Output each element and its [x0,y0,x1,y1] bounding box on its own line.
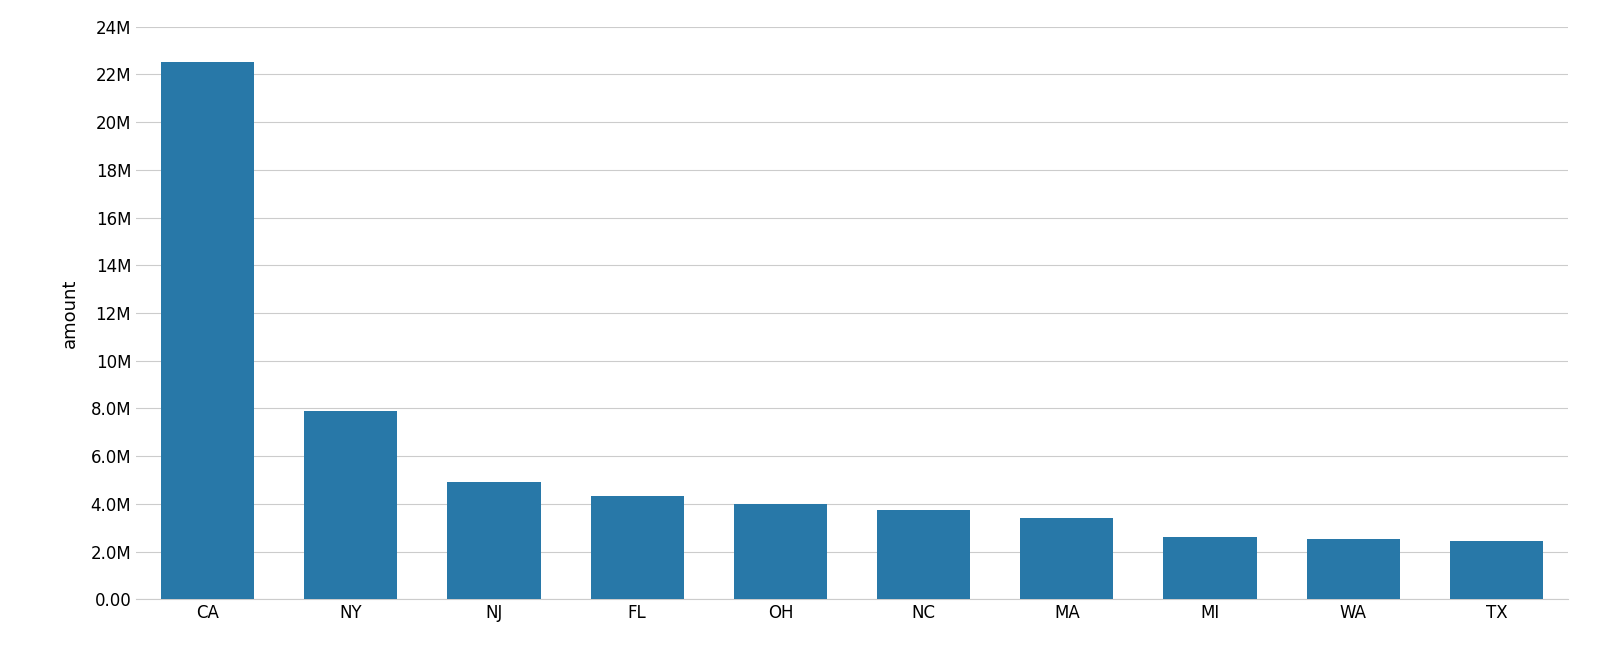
Bar [590,496,683,599]
Y-axis label: amount: amount [61,278,80,348]
Bar [1163,537,1256,599]
Bar [877,510,970,599]
Bar [1307,539,1400,599]
Bar [1021,518,1114,599]
Bar [304,411,397,599]
Bar [1450,541,1542,599]
Bar [734,504,827,599]
Bar [448,482,541,599]
Bar [162,63,254,599]
